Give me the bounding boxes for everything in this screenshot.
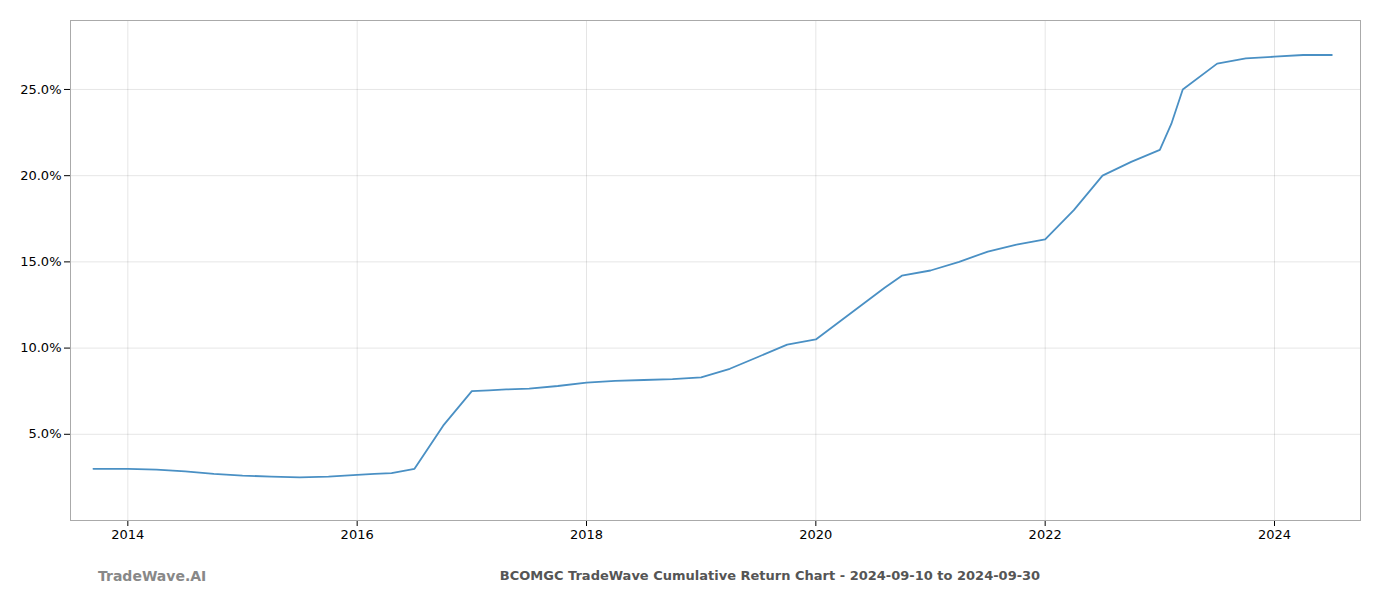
svg-text:2016: 2016 <box>341 527 374 542</box>
html-text:TradeWave.AI: TradeWave.AI <box>98 568 207 584</box>
svg-text:2014: 2014 <box>111 527 144 542</box>
svg-text:15.0%: 15.0% <box>20 254 61 269</box>
svg-text:25.0%: 25.0% <box>20 82 61 97</box>
svg-text:2022: 2022 <box>1029 527 1062 542</box>
svg-text:5.0%: 5.0% <box>28 426 61 441</box>
svg-text:2020: 2020 <box>799 527 832 542</box>
svg-text:2024: 2024 <box>1258 527 1291 542</box>
html-text:BCOMGC TradeWave Cumulative Re: BCOMGC TradeWave Cumulative Return Chart… <box>499 568 1041 583</box>
svg-text:10.0%: 10.0% <box>20 340 61 355</box>
svg-text:20.0%: 20.0% <box>20 168 61 183</box>
svg-text:2018: 2018 <box>570 527 603 542</box>
